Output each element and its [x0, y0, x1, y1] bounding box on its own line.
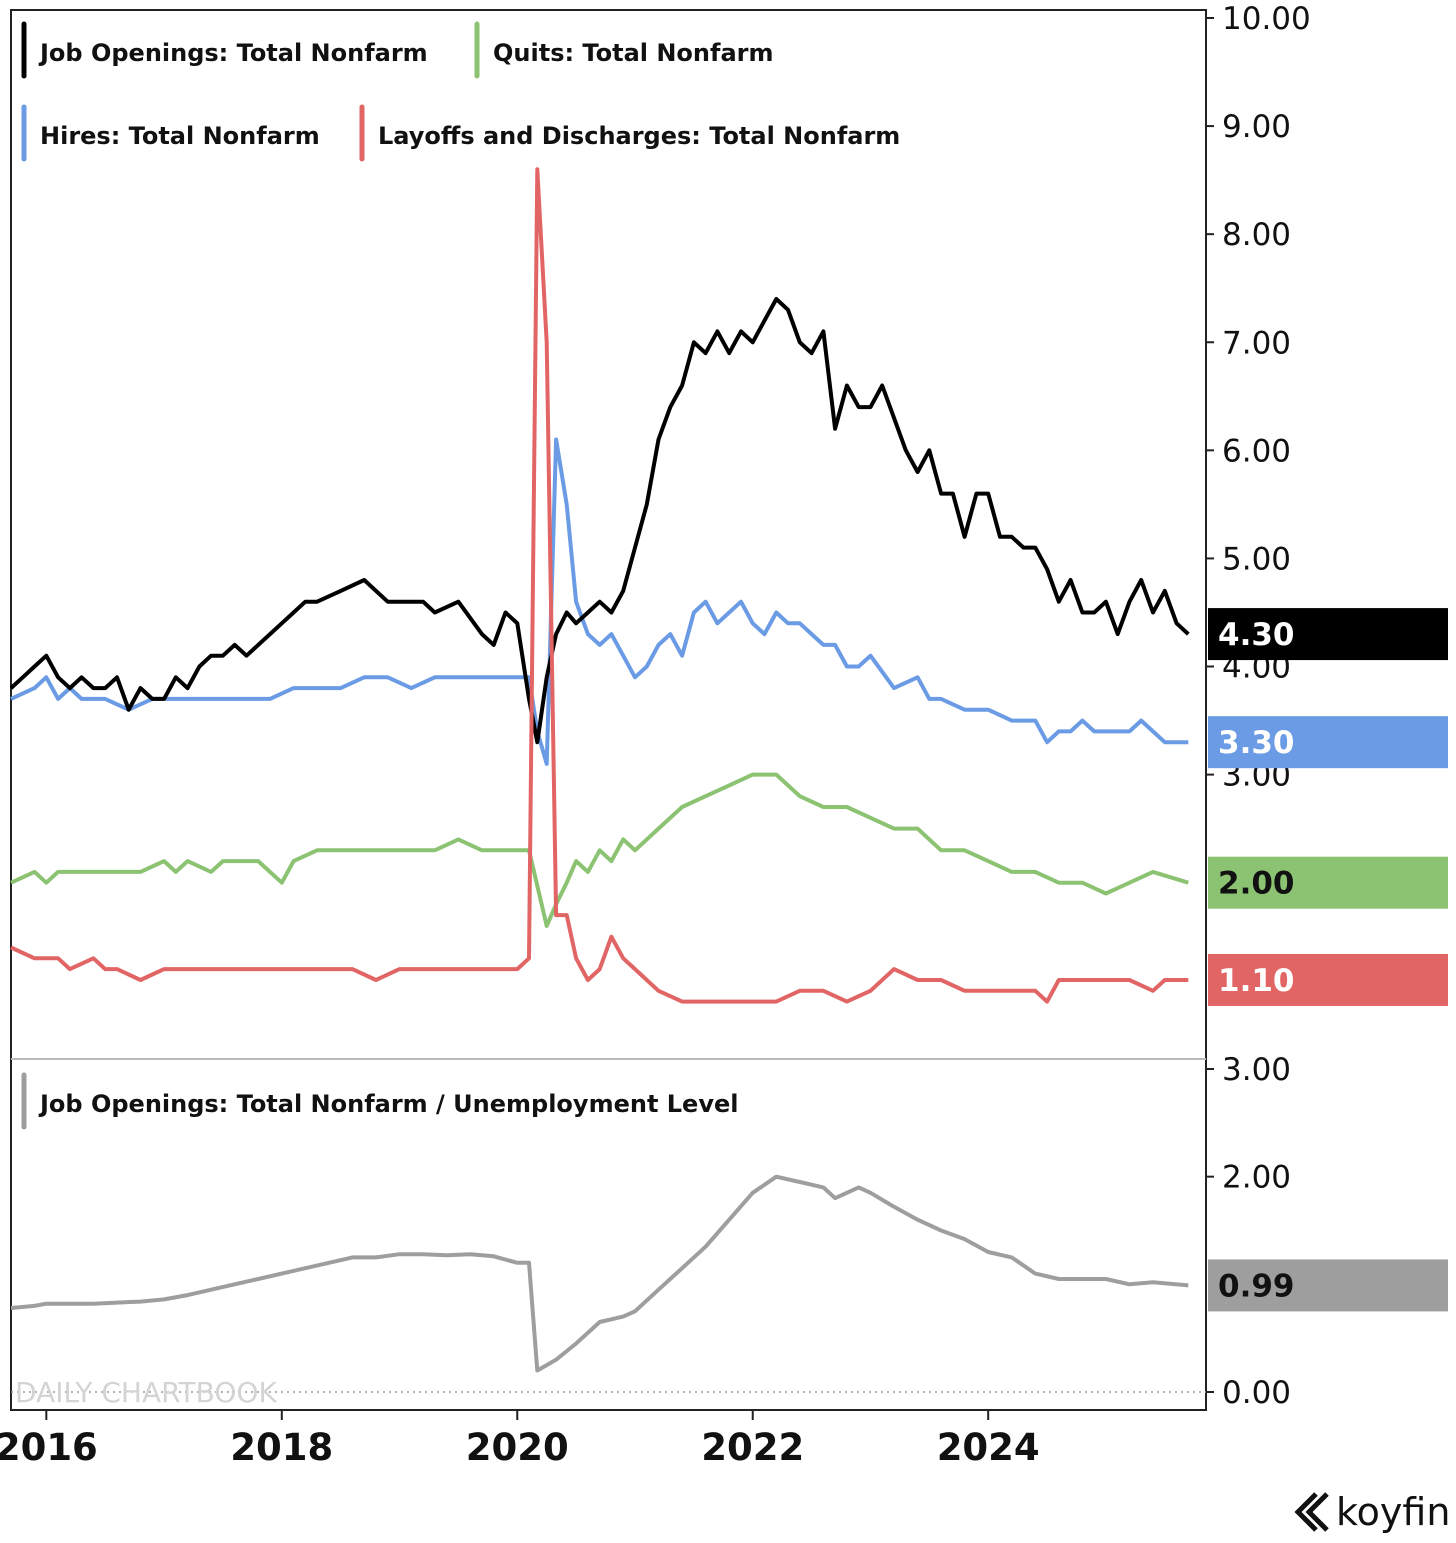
upper-panel-lines	[9, 167, 1190, 1004]
badge-value-hires-total-nonfarm: 3.30	[1218, 725, 1295, 761]
last-value-badges: 4.30 3.30 2.00 1.10 0.99	[1208, 608, 1448, 1312]
koyfin-logo: koyfin	[1294, 1490, 1450, 1534]
badge-value-layoffs-and-discharges-total-nonfarm: 1.10	[1218, 963, 1295, 999]
badge-quits-total-nonfarm	[1208, 856, 1448, 909]
upper-y-tick-label: 5.00	[1222, 541, 1291, 577]
plot-frame	[10, 9, 1207, 1411]
x-tick-label: 2018	[230, 1426, 333, 1469]
legend-label-job-openings-total-nonfarm-unemployment-level: Job Openings: Total Nonfarm / Unemployme…	[38, 1090, 738, 1118]
series-line-layoffs-and-discharges-total-nonfarm	[10, 167, 1189, 1004]
legend-label-layoffs-and-discharges-total-nonfarm: Layoffs and Discharges: Total Nonfarm	[378, 122, 900, 150]
upper-y-tick-label: 6.00	[1222, 433, 1291, 469]
badge-job-openings-total-nonfarm	[1208, 608, 1448, 661]
badge-value-quits-total-nonfarm: 2.00	[1218, 866, 1295, 902]
watermark: DAILY CHARTBOOK	[15, 1376, 277, 1409]
legend-label-hires-total-nonfarm: Hires: Total Nonfarm	[40, 122, 320, 150]
badge-layoffs-and-discharges-total-nonfarm	[1208, 953, 1448, 1006]
upper-y-tick-label: 9.00	[1222, 109, 1291, 145]
badge-value-job-openings-total-nonfarm: 4.30	[1218, 617, 1295, 653]
badge-hires-total-nonfarm	[1208, 716, 1448, 769]
series-line-job-openings-total-nonfarm	[9, 297, 1190, 745]
legend-label-job-openings-total-nonfarm: Job Openings: Total Nonfarm	[38, 39, 428, 67]
upper-y-tick-label: 8.00	[1222, 217, 1291, 253]
x-tick-label: 2020	[466, 1426, 569, 1469]
lower-panel-lines	[10, 1174, 1189, 1373]
series-line-quits-total-nonfarm	[10, 772, 1189, 928]
lower-y-ticks: 0.00 2.00 3.00	[1206, 1052, 1291, 1411]
koyfin-logo-text: koyfin	[1336, 1490, 1450, 1534]
koyfin-logo-icon	[1294, 1492, 1329, 1532]
badge-value-job-openings-total-nonfarm-unemployment-level: 0.99	[1218, 1268, 1295, 1304]
series-line-hires-total-nonfarm	[10, 437, 1189, 766]
x-tick-label: 2022	[701, 1426, 804, 1469]
lower-y-tick-label: 3.00	[1222, 1052, 1291, 1088]
badge-job-openings-total-nonfarm-unemployment-level	[1208, 1259, 1448, 1312]
lower-y-tick-label: 0.00	[1222, 1375, 1291, 1411]
series-line-ratio	[10, 1174, 1189, 1373]
upper-y-tick-label: 10.00	[1222, 1, 1311, 37]
x-tick-label: 2016	[0, 1426, 98, 1469]
lower-y-tick-label: 2.00	[1222, 1160, 1291, 1196]
x-tick-label: 2024	[937, 1426, 1040, 1469]
legend-label-quits-total-nonfarm: Quits: Total Nonfarm	[493, 39, 774, 67]
upper-y-tick-label: 7.00	[1222, 325, 1291, 361]
legend: Job Openings: Total Nonfarm Quits: Total …	[21, 21, 900, 1130]
x-axis-ticks: 2016 2018 2020 2022 2024	[0, 1410, 1040, 1469]
